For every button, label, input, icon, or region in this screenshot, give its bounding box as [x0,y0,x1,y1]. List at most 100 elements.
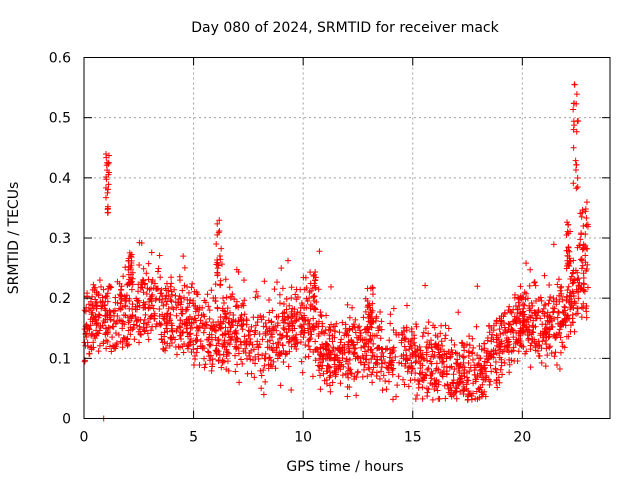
data-point [364,298,371,305]
data-point [215,348,222,355]
data-point [191,353,198,360]
data-point [547,294,554,301]
data-point [309,285,316,292]
data-point [148,249,155,256]
data-point [140,304,147,311]
data-point [345,374,352,381]
data-point [266,354,273,361]
data-point [224,358,231,365]
data-point [180,253,187,260]
data-point [564,263,571,270]
data-point [344,393,351,400]
data-point [198,343,205,350]
data-point [127,252,134,259]
data-point [136,323,143,330]
data-point [555,309,562,316]
data-point [570,106,577,113]
data-point [149,302,156,309]
data-point [281,309,288,316]
data-point [193,324,200,331]
data-point [368,309,375,316]
data-point [333,320,340,327]
data-point [565,283,572,290]
data-point [357,332,364,339]
data-point [116,317,123,324]
data-point [443,371,450,378]
data-point [416,370,423,377]
data-point [217,314,224,321]
data-point [129,312,136,319]
data-point [448,393,455,400]
data-point [379,360,386,367]
data-point [456,352,463,359]
data-point [545,300,552,307]
data-point [556,365,563,372]
data-point [582,208,589,215]
data-point [550,241,557,248]
data-point [106,152,113,159]
data-point [200,323,207,330]
data-point [88,344,95,351]
data-point [311,280,318,287]
data-point [526,330,533,337]
data-point [131,336,138,343]
data-point [158,286,165,293]
data-point [168,274,175,281]
data-point [570,293,577,300]
data-point [218,245,225,252]
data-point [456,380,463,387]
data-point [212,347,219,354]
data-point [493,376,500,383]
data-point [575,295,582,302]
data-point [143,321,150,328]
data-point [252,327,259,334]
data-point [256,330,263,337]
data-point [120,273,127,280]
data-point [432,332,439,339]
data-point [412,395,419,402]
data-point [305,353,312,360]
data-point [136,339,143,346]
data-point [490,351,497,358]
data-point [408,344,415,351]
data-point [367,315,374,322]
data-point [169,328,176,335]
data-point [149,291,156,298]
data-point [346,356,353,363]
data-point [339,319,346,326]
data-point [128,315,135,322]
data-point [548,350,555,357]
data-point [406,346,413,353]
data-point [312,338,319,345]
data-point [348,338,355,345]
data-point [528,340,535,347]
data-point [307,301,314,308]
data-point [520,301,527,308]
data-point [478,389,485,396]
data-point [243,338,250,345]
data-point [499,348,506,355]
data-point [128,253,135,260]
data-point [487,362,494,369]
data-point [574,118,581,125]
data-point [479,381,486,388]
data-point [254,319,261,326]
data-point [83,330,90,337]
data-point [237,314,244,321]
data-point [528,300,535,307]
data-point [412,370,419,377]
data-point [460,387,467,394]
data-point [544,309,551,316]
data-point [205,336,212,343]
data-point [529,328,536,335]
data-point [173,327,180,334]
data-point [559,343,566,350]
data-point [455,309,462,316]
data-point [92,300,99,307]
data-point [349,304,356,311]
data-point [306,295,313,302]
data-point [258,372,265,379]
data-point [293,346,300,353]
data-point [535,353,542,360]
x-tick-label: 20 [513,430,531,446]
